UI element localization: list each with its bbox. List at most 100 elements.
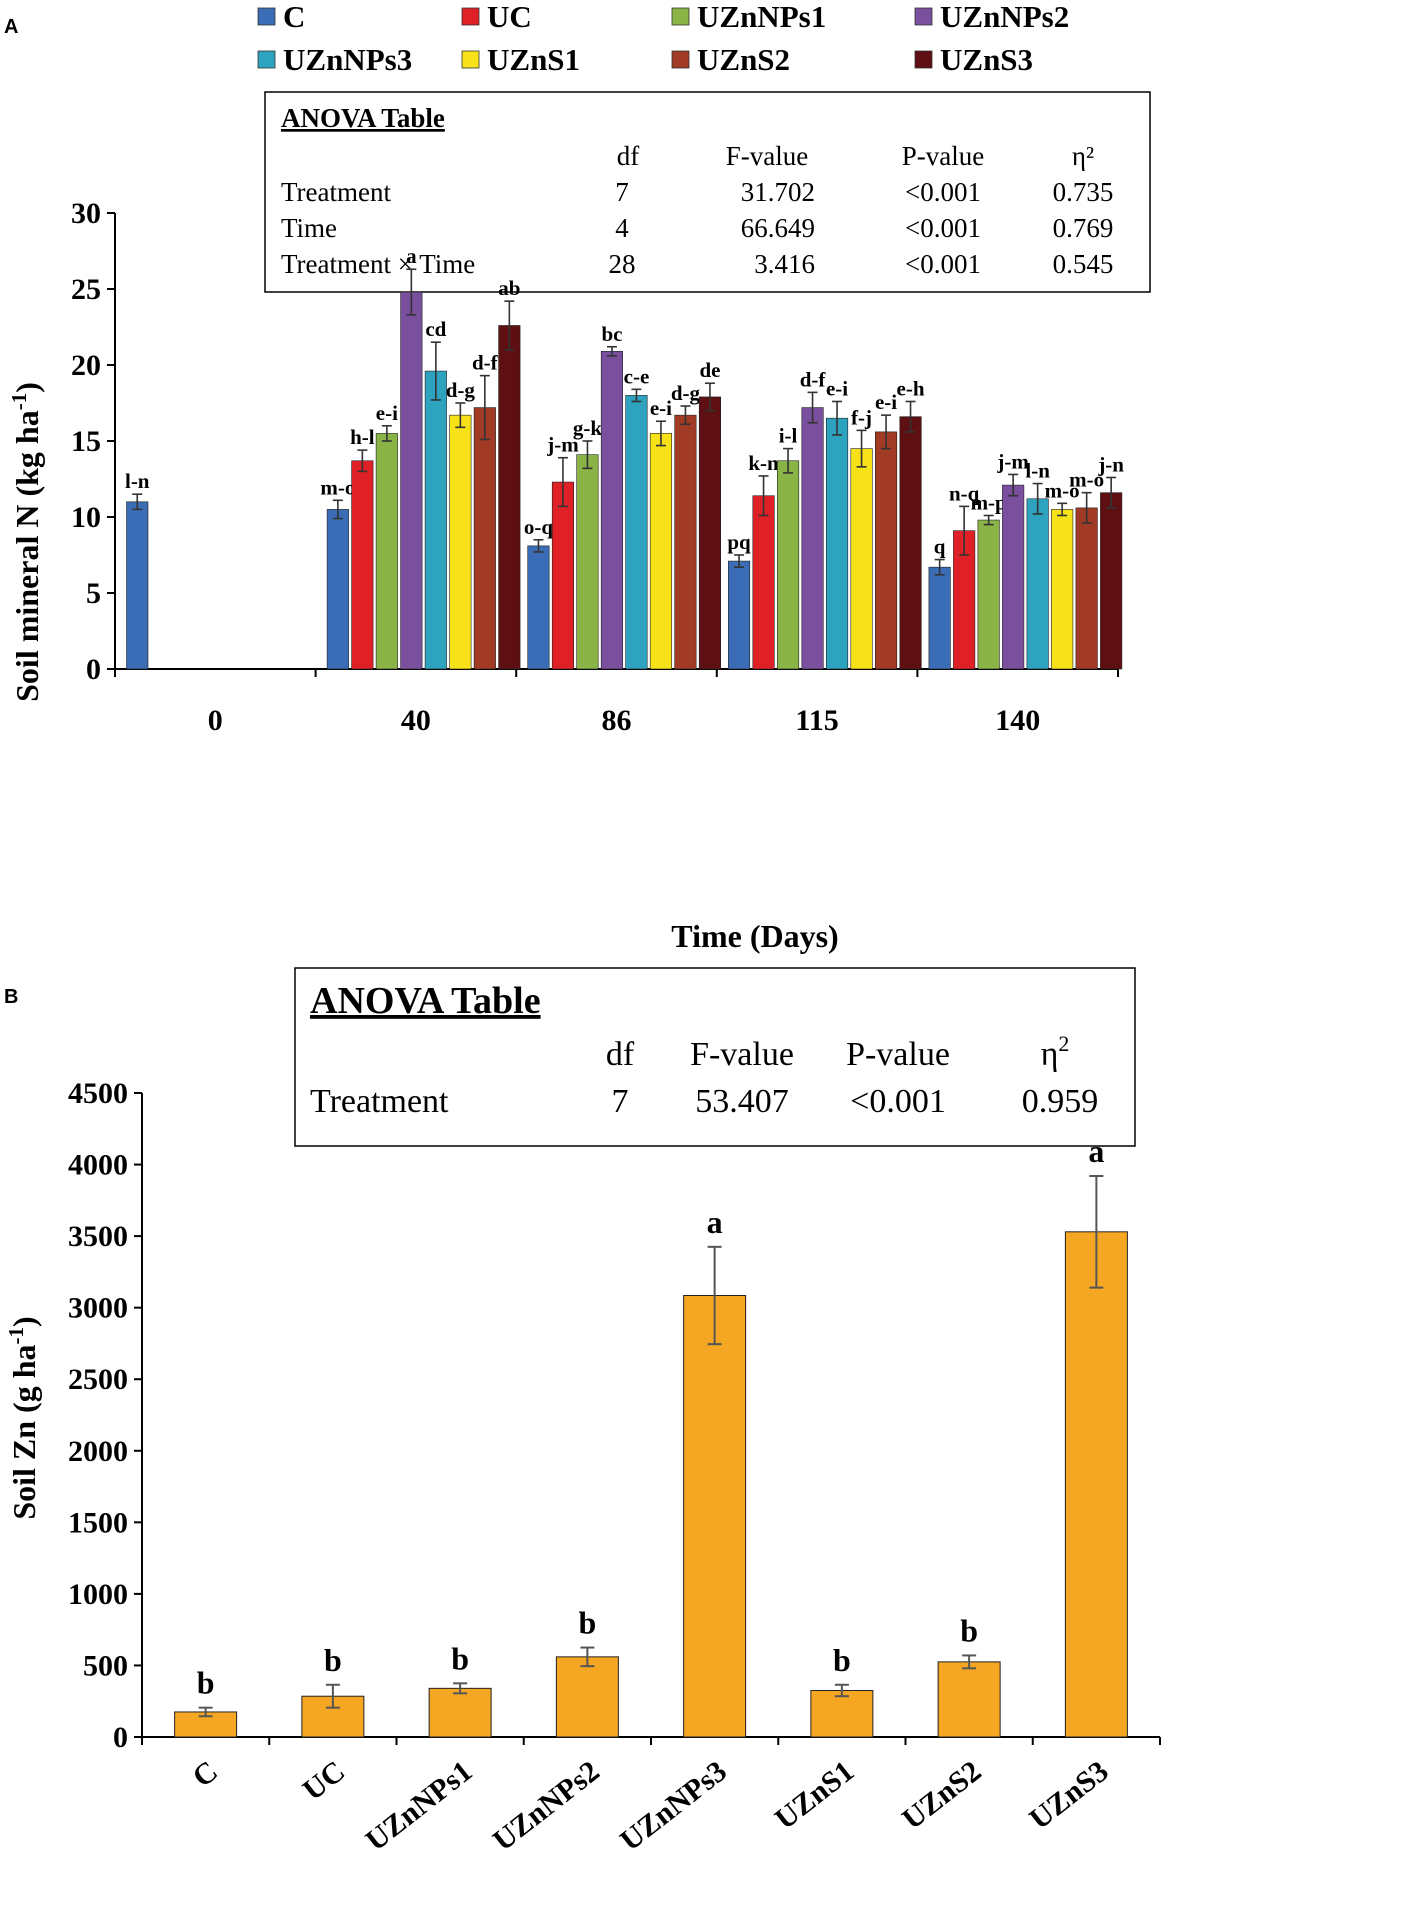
bar-uznnps1 [428,1687,492,1738]
panel-b-letter: B [4,986,18,1008]
chart-a-anova-table: ANOVA Table df F-value P-value η² Treatm… [264,91,1151,293]
significance-letter: d-g [671,381,701,405]
bar-uznnps3-day-115 [825,417,849,670]
anova-b-row-label: Treatment [310,1083,449,1120]
significance-letter: c-e [624,364,650,388]
chart-b-x-tick-label: C [187,1755,224,1794]
anova-b-title: ANOVA Table [310,980,541,1022]
anova-b-row-eta: 0.959 [1022,1083,1099,1120]
bar-uc-day-86 [551,481,575,670]
chart-b-y-axis-title: Soil Zn (g ha-1) [4,1316,42,1519]
bar-uzns3-day-140 [1100,492,1123,670]
bar-c-day-40 [326,509,349,670]
bar-uznnps3-day-40 [424,370,447,670]
legend-label-uznnps3: UZnNPs3 [283,42,412,77]
anova-a-row-f: 3.416 [754,249,815,279]
significance-letter: o-q [524,515,553,539]
bar-c-day-86 [527,545,550,670]
significance-letter: b [960,1612,978,1648]
chart-b-y-tick-label: 2500 [68,1363,128,1396]
bar-c-day-115 [727,560,751,670]
legend-swatch-uznnps2 [914,7,933,26]
chart-b-x-tick-label: UZnNPs1 [360,1755,479,1858]
legend-label-uznnps1: UZnNPs1 [697,0,826,34]
chart-a-x-tick-label: 86 [602,704,632,737]
anova-a-row-eta: 0.545 [1053,249,1114,279]
bar-c-day-0 [126,501,149,670]
bar-uznnps2 [555,1656,619,1738]
significance-letter: q [934,535,946,559]
anova-a-row-df: 7 [615,177,629,207]
chart-a-legend: C UC UZnNPs1 UZnNPs2 UZnNPs3 UZnS1 UZnS2 UZnS3 [257,0,1069,77]
chart-a-y-axis-title-end: ) [9,382,45,393]
chart-b-x-tick-label: UZnNPs2 [487,1755,606,1858]
significance-letter: m-o [1069,468,1104,492]
significance-letter: j-n [1097,452,1124,476]
bar-uzns2 [937,1661,1001,1738]
significance-letter: bc [601,322,622,346]
bar-uzns3-day-40 [498,325,521,670]
significance-letter: b [451,1640,469,1676]
anova-a-row-p: <0.001 [905,177,981,207]
chart-b-y-tick-label: 1000 [68,1578,128,1611]
chart-a-x-tick-label: 0 [208,704,223,737]
anova-b-header-eta: η2 [1041,1031,1070,1073]
significance-letter: e-i [376,401,398,425]
significance-letter: j-m [546,433,579,457]
legend-label-uzns3: UZnS3 [940,42,1033,77]
significance-letter: d-f [800,367,827,391]
anova-a-row-df: 28 [609,249,636,279]
chart-b-y-tick-label: 3500 [68,1220,128,1253]
legend-swatch-uznnps1 [671,7,690,26]
anova-b-row-p: <0.001 [850,1083,946,1120]
significance-letter: f-j [851,405,872,429]
significance-letter: pq [727,530,751,554]
chart-a-y-tick-label: 30 [71,197,101,230]
significance-letter: e-h [897,376,925,400]
chart-a-y-tick-label: 20 [71,349,101,382]
significance-letter: b [833,1642,851,1678]
anova-a-row-df: 4 [615,213,629,243]
chart-b-y-tick-label: 0 [113,1721,128,1754]
bar-uzns1-day-140 [1051,509,1074,670]
legend-swatch-uznnps3 [257,50,276,69]
significance-letter: k-n [748,451,779,475]
anova-a-header-f: F-value [726,141,808,171]
chart-b-soil-zn: ANOVA Table df F-value P-value η2 Treatm… [4,967,1161,1858]
legend-label-c: C [283,0,305,34]
significance-letter: ab [498,276,520,300]
significance-letter: b [324,1642,342,1678]
significance-letter: a [1088,1133,1104,1169]
bar-uznnps1-day-140 [977,519,1000,670]
chart-a-y-tick-label: 15 [71,425,101,458]
legend-swatch-uzns1 [461,50,480,69]
significance-letter: a [707,1204,723,1240]
bar-uznnps2-day-40 [400,291,423,670]
chart-a-x-tick-label: 40 [401,704,431,737]
chart-a-y-tick-label: 5 [86,577,101,610]
significance-letter: m-o [320,475,355,499]
bar-uznnps1-day-40 [375,433,398,670]
significance-letter: d-g [446,378,476,402]
anova-a-row-label: Time [281,213,337,243]
anova-a-row-eta: 0.769 [1053,213,1114,243]
significance-letter: d-f [472,351,499,375]
significance-letter: m-o [1045,478,1080,502]
bar-uznnps1-day-86 [576,454,599,670]
bar-uzns3-day-86 [698,396,722,670]
bar-uzns3-day-115 [899,416,922,670]
chart-b-x-tick-label: UZnS2 [896,1755,987,1836]
significance-letter: e-i [875,390,897,414]
bar-c-day-140 [928,566,951,670]
anova-a-row-p: <0.001 [905,213,981,243]
bar-uznnps3-day-140 [1026,498,1049,670]
chart-b-x-tick-label: UC [297,1755,351,1808]
anova-b-header-eta-base: η [1041,1036,1059,1073]
significance-letter: cd [425,317,446,341]
significance-letter: j-m [996,449,1029,473]
bar-uzns2-day-86 [674,414,697,670]
significance-letter: e-i [826,376,848,400]
bar-uznnps3 [683,1295,747,1738]
chart-b-y-axis-title-end: ) [6,1316,42,1327]
